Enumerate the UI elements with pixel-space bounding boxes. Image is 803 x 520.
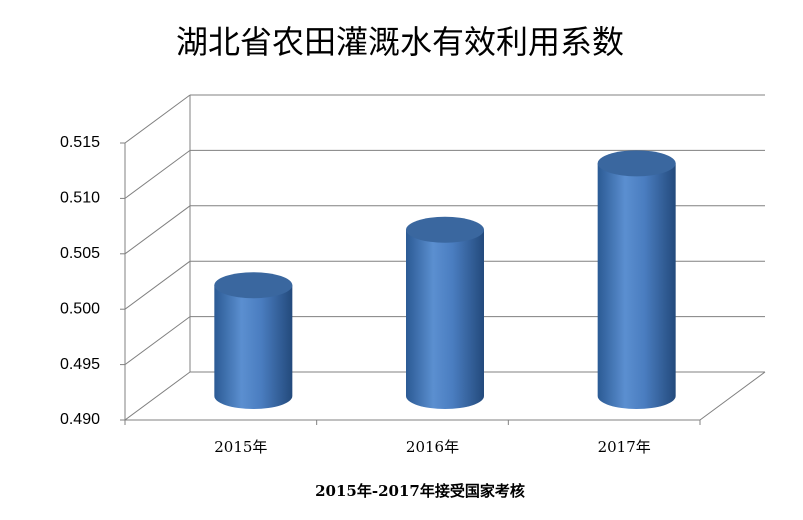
x-tick-label: 2015年	[214, 438, 267, 456]
grid-line	[124, 149, 191, 199]
floor-edge	[699, 371, 766, 421]
x-axis-title: 2015年-2017年接受国家考核	[315, 482, 525, 500]
x-tick-label: 2016年	[406, 438, 459, 456]
grid-line	[124, 94, 191, 144]
grid-line	[124, 316, 191, 366]
x-tick-label: 2017年	[598, 438, 651, 456]
chart-title: 湖北省农田灌溉水有效利用系数	[176, 23, 624, 61]
cylinder-top	[406, 216, 484, 243]
grid-line	[124, 205, 191, 255]
cylinder-top	[597, 150, 676, 177]
y-tick-label: 0.500	[60, 300, 100, 317]
y-tick-label: 0.495	[60, 356, 100, 373]
y-tick-label: 0.515	[60, 134, 100, 151]
cylinder	[406, 229, 484, 409]
cylinder-top	[214, 272, 293, 299]
cylinder	[214, 285, 293, 409]
grid-line	[124, 260, 191, 310]
y-tick-label: 0.505	[60, 245, 100, 262]
y-tick-label: 0.510	[60, 190, 100, 207]
cylinder	[597, 163, 676, 410]
y-tick-label: 0.490	[60, 411, 100, 428]
grid-line	[124, 371, 191, 421]
